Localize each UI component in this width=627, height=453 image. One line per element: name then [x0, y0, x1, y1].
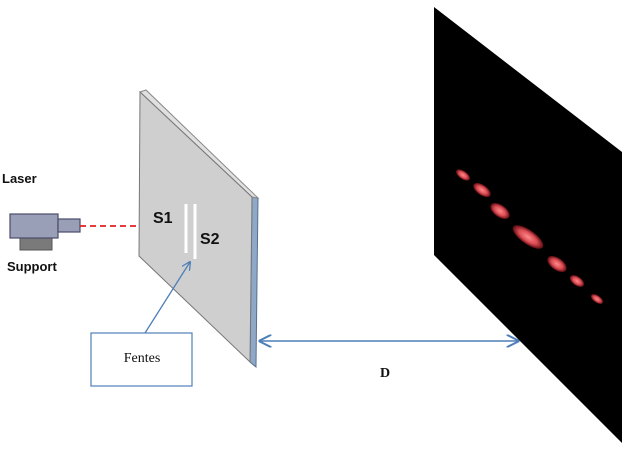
laser-device-icon [9, 213, 81, 251]
support-label: Support [7, 259, 57, 274]
slits-callout-box [90, 332, 193, 387]
slit2-label: S2 [200, 231, 220, 248]
fringe [569, 275, 585, 287]
slits-callout-label: Fentes [124, 351, 161, 366]
slit1-label: S1 [153, 210, 173, 227]
fringe [490, 203, 510, 219]
slits-callout-pointer [144, 262, 190, 334]
fringe [456, 169, 470, 181]
fringe [473, 182, 491, 198]
laser-body [9, 213, 59, 239]
distance-label: D [380, 366, 390, 381]
fringe [512, 225, 544, 249]
laser-label: Laser [2, 171, 37, 186]
slit-panel [138, 89, 260, 369]
fringe [590, 294, 604, 304]
fringe [547, 256, 567, 272]
laser-nozzle [57, 218, 81, 233]
observation-screen [434, 7, 622, 443]
interference-pattern [456, 169, 604, 304]
